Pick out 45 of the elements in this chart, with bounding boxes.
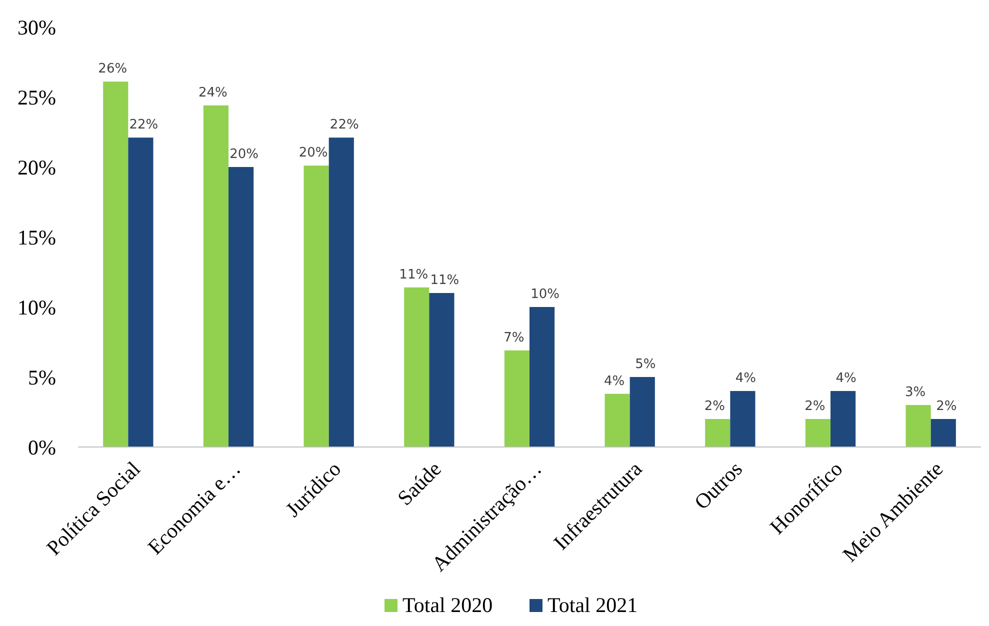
y-tick-label: 20% <box>18 155 56 180</box>
bar <box>103 82 128 447</box>
bar <box>604 394 630 447</box>
y-tick-label: 30% <box>18 15 56 40</box>
bar <box>630 377 655 447</box>
data-label: 2% <box>936 399 957 414</box>
data-label: 3% <box>904 385 926 400</box>
data-label: 2% <box>804 399 826 414</box>
y-tick-label: 0% <box>28 435 56 460</box>
data-label: 24% <box>198 85 228 100</box>
legend-label: Total 2020 <box>402 593 493 617</box>
data-label: 20% <box>230 147 258 162</box>
data-label: 22% <box>330 118 359 133</box>
data-label: 2% <box>704 399 725 414</box>
bar <box>228 167 254 447</box>
bar <box>705 419 730 447</box>
y-tick-label: 25% <box>18 85 56 110</box>
bar <box>805 419 830 447</box>
data-label: 11% <box>430 273 460 288</box>
data-label: 4% <box>735 371 756 386</box>
y-tick-label: 10% <box>18 295 56 320</box>
data-label: 26% <box>98 62 128 77</box>
bar <box>203 105 228 447</box>
legend-label: Total 2021 <box>548 593 638 617</box>
data-label: 22% <box>129 118 158 133</box>
bar <box>906 405 931 447</box>
data-label: 4% <box>604 374 625 389</box>
data-label: 11% <box>399 267 428 282</box>
data-label: 5% <box>635 357 656 372</box>
bar <box>328 138 354 447</box>
bar <box>429 293 454 447</box>
bar <box>530 307 555 447</box>
bar <box>730 391 756 447</box>
data-label: 7% <box>504 330 524 346</box>
y-tick-label: 15% <box>18 225 56 250</box>
bar <box>504 350 530 447</box>
bar <box>304 166 329 447</box>
data-label: 4% <box>836 371 856 386</box>
bar <box>404 287 430 447</box>
bar <box>930 419 956 447</box>
data-label: 10% <box>530 287 560 302</box>
y-tick-label: 5% <box>28 365 56 390</box>
data-label: 20% <box>298 146 328 161</box>
bar <box>128 138 154 447</box>
bar <box>830 391 856 447</box>
